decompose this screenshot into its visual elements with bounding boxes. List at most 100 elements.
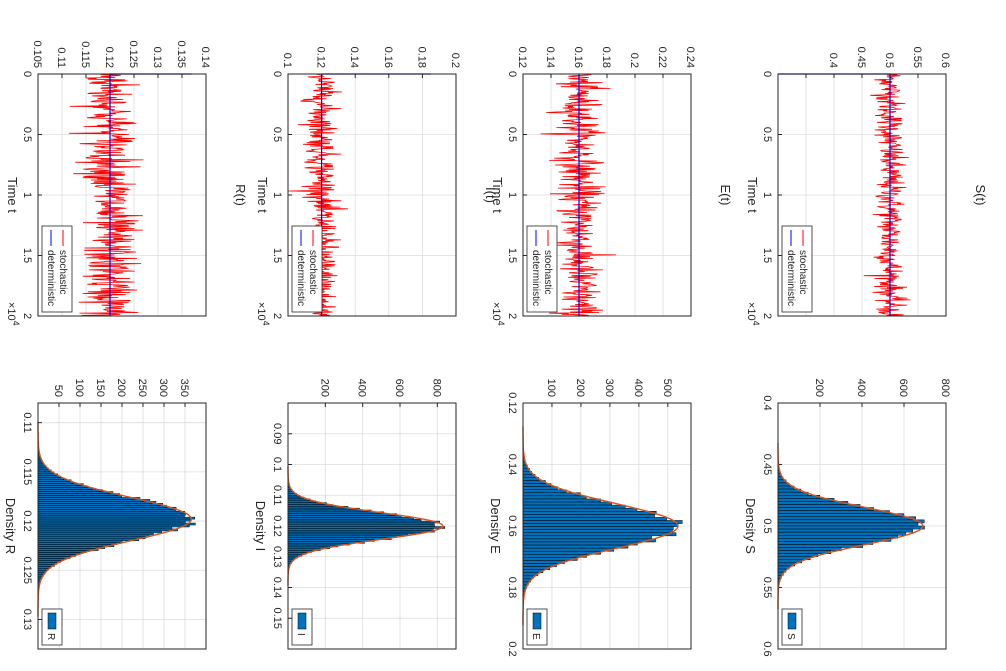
y-tick-label: 0.12	[516, 47, 528, 68]
legend-label-deterministic: deterministic	[295, 250, 306, 306]
x-tick-label: 0.14	[506, 454, 518, 475]
x-tick-label: 1.5	[271, 248, 283, 263]
density-fit-curve	[287, 466, 444, 586]
x-tick-label: 0.12	[271, 515, 283, 536]
histogram-bar	[777, 507, 874, 511]
x-tick-label: 0.16	[506, 515, 518, 536]
y-tick-label: 600	[393, 379, 405, 397]
legend-label-deterministic: deterministic	[785, 250, 796, 306]
histogram-bar	[522, 489, 567, 494]
y-tick-label: 250	[136, 379, 148, 397]
histogram-bar	[287, 531, 421, 535]
histogram-bar	[37, 562, 58, 565]
histogram-bar	[777, 504, 861, 508]
histogram-bar	[777, 531, 907, 536]
legend-label-stochastic: stochastic	[307, 250, 318, 294]
y-tick-label: 0.16	[572, 47, 584, 68]
legend-box	[41, 225, 73, 313]
panel-hist_E: 0.12 0.14 0.16 0.18 0.2 100 200 300 400 500 Densit…	[488, 379, 692, 657]
x-tick-label: 2	[761, 313, 773, 319]
histogram-bar	[287, 517, 414, 520]
histogram-bar	[522, 495, 587, 500]
x-tick-label: 1.5	[21, 248, 33, 263]
legend: I	[291, 608, 313, 646]
x-tick-label: 0	[506, 71, 518, 77]
axes-frame	[522, 402, 692, 650]
histogram-bar	[37, 552, 81, 555]
histogram-bar	[37, 550, 87, 553]
y-tick-label: 200	[813, 379, 825, 397]
histogram-bar	[37, 514, 185, 518]
legend-label: R	[45, 633, 56, 640]
x-tick-label: 0.14	[271, 577, 283, 598]
histogram-bar	[287, 535, 397, 538]
x-tick-label: 1	[761, 192, 773, 198]
histogram-bar	[37, 540, 123, 543]
histogram-bar	[287, 509, 372, 513]
histogram-bar	[522, 477, 540, 481]
histogram-bar	[37, 501, 157, 504]
panel-ts_I: 0 0.5 1 1.5 2 0.1 0.12 0.14 0.16 0.18 0.2 I(t) Time …	[255, 47, 498, 326]
x-multiplier-exponent: 4	[751, 321, 761, 326]
histogram-bar	[522, 535, 652, 540]
histogram-bar	[287, 537, 392, 540]
x-tick-label: 0.11	[21, 412, 33, 433]
x-tick-label: 0.5	[761, 127, 773, 142]
histogram-bar	[777, 553, 819, 557]
histogram-bar	[777, 491, 809, 496]
x-tick-label: 0	[21, 71, 33, 77]
panel-ts_E: 0 0.5 1 1.5 2 0.12 0.14 0.16 0.18 0.2 0.22 0.24 E(t)…	[490, 47, 733, 326]
histogram-bar	[37, 560, 61, 563]
histogram-bar	[37, 526, 173, 530]
legend: S	[781, 608, 803, 646]
legend-label-stochastic: stochastic	[57, 250, 68, 294]
y-tick-label: 100	[73, 379, 85, 397]
x-multiplier-base: ×10	[490, 302, 502, 321]
x-tick-label: 0.11	[271, 485, 283, 506]
y-tick-label: 0.115	[79, 41, 91, 68]
y-tick-label: 600	[897, 379, 909, 397]
y-tick-label: 0.12	[315, 47, 327, 68]
x-axis-label: Density S	[743, 498, 758, 554]
x-tick-label: 0.09	[271, 423, 283, 444]
y-tick-label: 0.13	[151, 47, 163, 68]
histogram-bar	[37, 546, 105, 549]
histogram-bar	[287, 518, 422, 522]
histogram-bar	[37, 493, 120, 496]
y-tick-label: 100	[545, 379, 557, 397]
x-axis-label: Time t	[745, 177, 760, 213]
panel-ts_S: 0 0.5 1 1.5 2 0.4 0.45 0.5 0.55 0.6 S(t) Time t ×104…	[745, 47, 988, 326]
y-tick-label: 0.1	[281, 53, 293, 68]
x-tick-label: 1	[506, 192, 518, 198]
x-multiplier-exponent: 4	[496, 321, 506, 326]
histogram-bar	[37, 542, 117, 545]
y-tick-label: 0.24	[684, 47, 696, 68]
legend-label-deterministic: deterministic	[45, 250, 56, 306]
histogram-bar	[777, 541, 874, 545]
histogram-bar	[522, 520, 683, 524]
histogram-bar	[777, 550, 831, 554]
histogram-bar	[37, 528, 178, 532]
density-fit-curve	[777, 443, 924, 609]
x-axis-label: Density I	[253, 501, 268, 552]
y-tick-label: 400	[855, 379, 867, 397]
histogram-bar	[777, 528, 913, 533]
histogram-bar	[37, 516, 195, 520]
histogram-bar	[522, 547, 614, 552]
histogram-bar	[777, 516, 916, 521]
histogram-bar	[777, 544, 864, 548]
histogram-bar	[37, 489, 103, 492]
histogram-bar	[37, 487, 94, 490]
x-axis-label: Density E	[488, 498, 503, 554]
panel-hist_R: 0.11 0.115 0.12 0.125 0.13 50 100 150 200 250 300 3…	[3, 379, 207, 650]
histogram-bar	[37, 503, 163, 506]
histogram-bar	[37, 536, 146, 540]
x-tick-label: 2	[506, 313, 518, 319]
y-tick-label: 0.12	[103, 47, 115, 68]
histogram-bar	[522, 510, 657, 515]
y-tick-label: 350	[178, 379, 190, 397]
histogram-bar	[287, 513, 397, 516]
